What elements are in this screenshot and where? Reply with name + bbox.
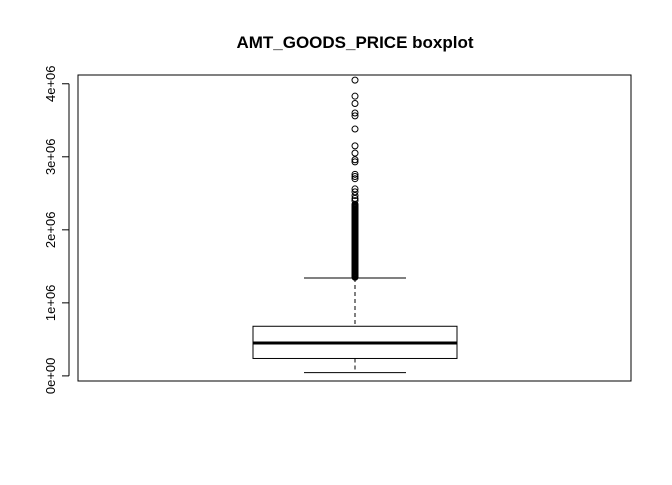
outlier-point <box>351 76 359 84</box>
y-tick-label: 3e+06 <box>43 139 58 176</box>
box-group <box>252 277 458 374</box>
outlier-point <box>351 142 359 150</box>
y-tick-label: 1e+06 <box>43 285 58 322</box>
outlier-point <box>351 149 359 157</box>
outlier-point <box>351 112 359 120</box>
outlier-point <box>351 99 359 107</box>
y-tick-label: 0e+00 <box>43 358 58 395</box>
y-axis: 0e+00 1e+06 2e+06 3e+06 4e+06 <box>43 66 70 395</box>
outlier-point <box>351 170 359 178</box>
outlier-point <box>351 175 359 183</box>
outlier-point <box>351 185 359 193</box>
outlier-point <box>351 192 359 200</box>
outlier-point <box>351 109 359 117</box>
y-tick-label: 4e+06 <box>43 66 58 103</box>
outlier-point <box>351 173 359 181</box>
outlier-group <box>351 76 359 281</box>
outlier-point <box>351 158 359 166</box>
outlier-point <box>351 92 359 100</box>
outlier-point <box>351 197 359 205</box>
outlier-point <box>351 125 359 133</box>
outlier-point <box>351 194 359 202</box>
y-tick-label: 2e+06 <box>43 212 58 249</box>
outlier-point <box>351 188 359 196</box>
plot-frame <box>77 74 632 382</box>
chart-title: AMT_GOODS_PRICE boxplot <box>236 33 473 52</box>
outlier-point <box>351 156 359 164</box>
